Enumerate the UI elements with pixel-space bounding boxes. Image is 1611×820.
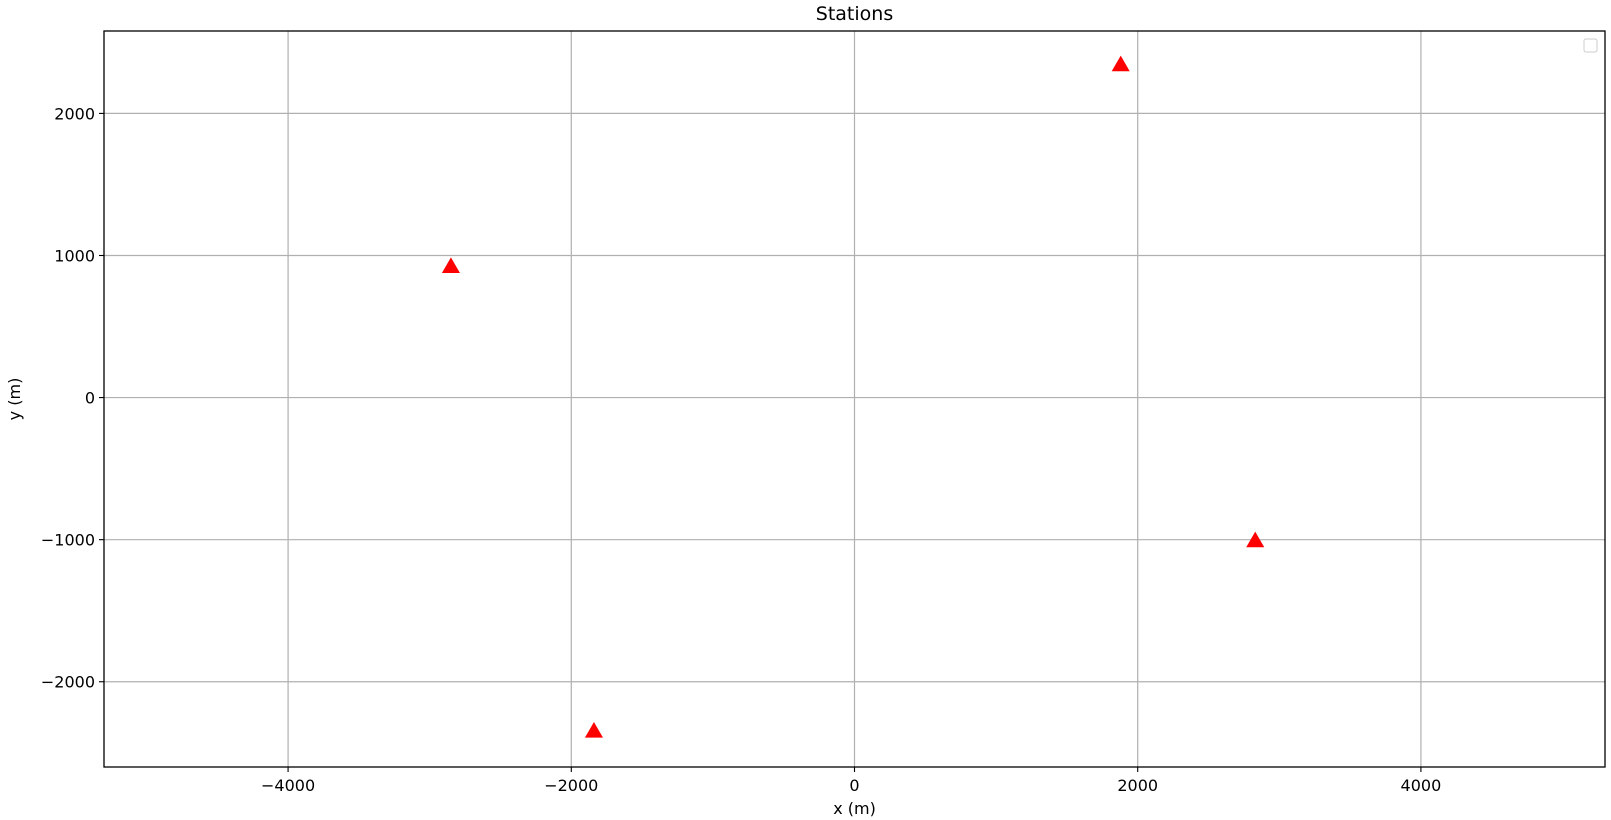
y-tick-label: 2000: [54, 104, 95, 123]
station-marker: [1246, 531, 1265, 548]
x-axis-label: x (m): [833, 799, 876, 818]
y-tick-label: −2000: [41, 673, 95, 692]
x-tick-label: 2000: [1117, 776, 1158, 795]
grid: [104, 31, 1605, 767]
station-marker: [441, 257, 460, 274]
x-tick-label: 0: [849, 776, 859, 795]
axis-ticks: −4000 −2000 0 2000 4000 −2000 −1000 0 1000 2000: [41, 104, 1441, 795]
station-marker: [1111, 55, 1130, 72]
y-tick-label: 1000: [54, 246, 95, 265]
chart-title: Stations: [816, 3, 893, 25]
x-tick-label: −4000: [261, 776, 315, 795]
plot-area: [103, 30, 1606, 768]
legend: [1583, 38, 1598, 53]
x-tick-label: 4000: [1401, 776, 1442, 795]
y-tick-label: −1000: [41, 531, 95, 550]
y-axis-label: y (m): [5, 378, 24, 421]
y-tick-label: 0: [85, 389, 95, 408]
station-marker: [584, 721, 603, 738]
data-points: [441, 55, 1265, 738]
x-tick-label: −2000: [544, 776, 598, 795]
